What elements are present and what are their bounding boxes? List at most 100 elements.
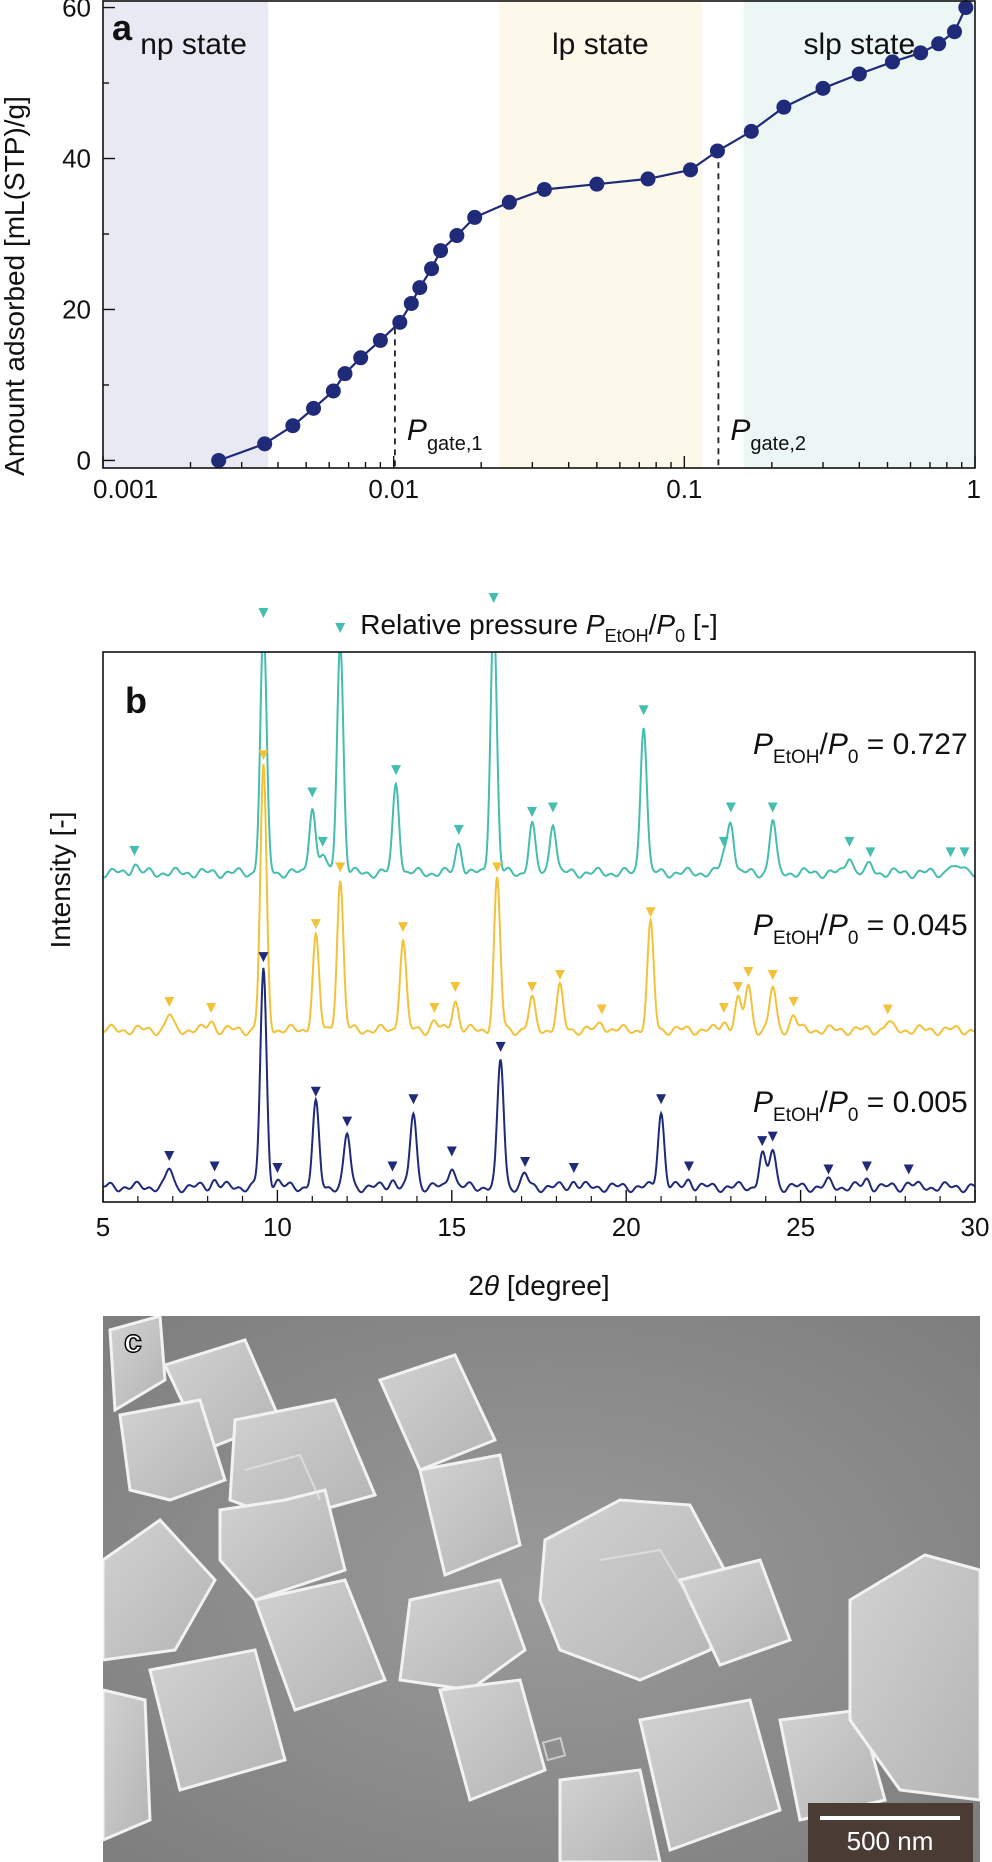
peak-marker [645,907,656,918]
scale-bar: 500 nm [808,1803,973,1862]
series-label-0: PEtOH/P0 = 0.727 [753,728,968,768]
panel-a-y-axis-title: Amount adsorbed [mL(STP)/g] [0,96,30,476]
peak-marker [945,847,956,858]
peak-marker [743,967,754,978]
peak-marker [495,1041,506,1052]
isotherm-point [931,36,947,52]
series-label-1: PEtOH/P0 = 0.045 [753,909,968,949]
state-label-1: lp state [552,28,649,61]
peak-marker [450,982,461,992]
isotherm-point [958,0,974,16]
isotherm-point [353,350,369,366]
isotherm-point [640,171,656,187]
peak-marker [882,1004,893,1015]
isotherm-point [433,243,449,259]
isotherm-point [501,194,517,210]
isotherm-point [884,54,900,70]
isotherm-point [337,366,353,382]
peak-marker [718,1002,729,1013]
panel-b-xrd: 5 10 15 20 25 30 b PEtOH/P0 = 0.727 PEtOH/P0 =… [45,593,989,1301]
x-tick-label: 25 [786,1212,815,1242]
peak-marker [788,996,799,1007]
peak-marker [429,1002,440,1013]
peak-marker [656,1094,667,1105]
peak-marker [718,836,729,847]
series-label-2: PEtOH/P0 = 0.005 [753,1086,968,1126]
peak-marker [903,1164,914,1175]
peak-marker [865,847,876,858]
isotherm-point [285,418,301,434]
peak-marker [767,1131,778,1142]
peak-marker [757,1136,768,1147]
sem-crystals [103,1316,980,1862]
state-region-1 [498,0,702,468]
x-tick-label: 0.01 [368,474,419,504]
state-label-0: np state [140,28,247,61]
peak-marker [342,1116,353,1127]
peak-marker [488,593,499,604]
gate-annotation-0: Pgate,1 [407,414,483,455]
peak-marker [844,836,855,847]
peak-marker [638,705,649,716]
panel-b-frame [102,651,976,1203]
panel-a-isotherm: 0.001 0.01 0.1 1 0 20 40 60 a np state lp state s… [0,0,981,646]
peak-marker [310,1086,321,1097]
panel-c-letter: c [124,1323,142,1359]
peak-marker [446,1146,457,1157]
isotherm-point [403,295,419,311]
isotherm-point [372,332,388,348]
panel-c-sem-image: c 500 nm [103,1316,980,1862]
peak-marker [732,982,743,992]
y-tick-label: 0 [77,445,91,475]
panel-b-letter: b [125,680,147,721]
x-tick-label: 15 [437,1212,466,1242]
isotherm-point [412,280,428,296]
isotherm-point [257,436,273,452]
xrd-trace-0 [103,652,975,880]
isotherm-point [392,314,408,330]
isotherm-point [815,80,831,96]
peak-marker [683,1161,694,1172]
isotherm-point [913,45,929,61]
peak-marker [129,845,140,856]
y-tick-label: 40 [62,144,91,174]
peak-marker [861,1161,872,1172]
state-region-0 [103,0,269,468]
peak-marker [164,996,175,1007]
x-tick-label: 0.1 [666,474,702,504]
peak-marker [307,787,318,798]
peak-marker [453,824,464,835]
isotherm-point [467,209,483,225]
peak-marker [335,862,346,873]
panel-a-x-axis-title: Relative pressure PEtOH/P0 [-] [360,609,718,646]
x-tick-label: 10 [263,1212,292,1242]
isotherm-point [306,400,322,416]
isotherm-point [682,162,698,178]
isotherm-point [743,123,759,139]
peak-marker [397,922,408,933]
isotherm-point [211,452,227,468]
scale-bar-label: 500 nm [847,1826,934,1856]
x-tick-label: 20 [612,1212,641,1242]
peak-marker [408,1094,419,1105]
x-tick-label: 30 [961,1212,990,1242]
peak-marker [596,1004,607,1015]
peak-marker [767,970,778,981]
isotherm-point [424,261,440,277]
isotherm-point [946,24,962,40]
peak-marker [258,608,269,618]
peak-marker [568,1163,579,1174]
peak-marker [492,862,503,873]
state-label-2: slp state [803,28,915,61]
x-tick-label: 1 [967,474,981,504]
peak-marker [387,1161,398,1172]
peak-marker [527,982,538,992]
peak-marker [317,836,328,847]
peak-marker [206,1002,217,1013]
peak-marker [164,1151,175,1162]
peak-marker [554,970,565,981]
peak-marker [520,1157,531,1168]
peak-marker [310,919,321,930]
peak-marker [767,802,778,813]
